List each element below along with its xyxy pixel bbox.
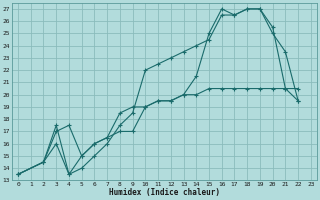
X-axis label: Humidex (Indice chaleur): Humidex (Indice chaleur) [109,188,220,197]
